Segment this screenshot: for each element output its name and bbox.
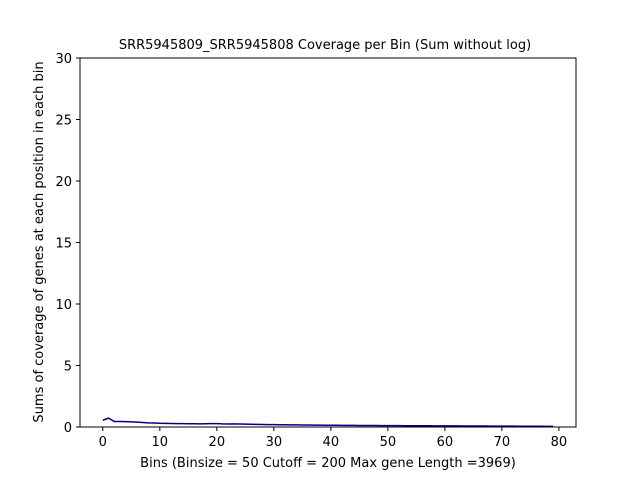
x-axis-label: Bins (Binsize = 50 Cutoff = 200 Max gene… bbox=[140, 456, 516, 471]
y-tick-label: 30 bbox=[55, 52, 72, 67]
x-tick-label: 80 bbox=[551, 435, 568, 450]
x-tick-label: 0 bbox=[99, 435, 107, 450]
coverage-series-line bbox=[102, 417, 554, 428]
y-tick-label: 0 bbox=[64, 421, 72, 436]
chart-title: SRR5945809_SRR5945808 Coverage per Bin (… bbox=[119, 38, 531, 53]
x-tick-label: 60 bbox=[437, 435, 454, 450]
x-tick-label: 70 bbox=[494, 435, 511, 450]
y-tick-label: 25 bbox=[55, 114, 72, 129]
y-axis-label: Sums of coverage of genes at each positi… bbox=[32, 61, 47, 422]
y-tick-label: 5 bbox=[64, 360, 72, 375]
x-tick-label: 50 bbox=[380, 435, 397, 450]
x-tick-label: 20 bbox=[209, 435, 226, 450]
x-tick-label: 10 bbox=[152, 435, 169, 450]
x-tick-label: 30 bbox=[266, 435, 283, 450]
y-tick-label: 10 bbox=[55, 298, 72, 313]
plot-area: 0 10 20 30 40 50 60 70 80 0 5 10 15 20 25 30 bbox=[55, 52, 577, 450]
y-tick-label: 20 bbox=[55, 175, 72, 190]
y-tick-label: 15 bbox=[55, 237, 72, 252]
x-tick-label: 40 bbox=[323, 435, 340, 450]
